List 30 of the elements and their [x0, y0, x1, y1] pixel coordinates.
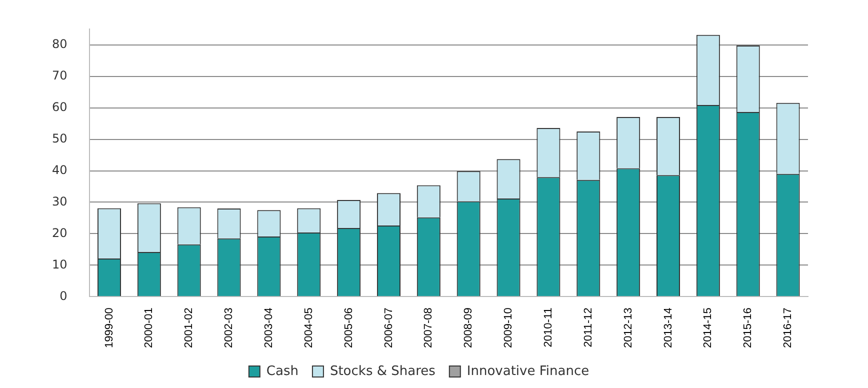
legend-label: Innovative Finance: [466, 364, 590, 379]
y-tick-label: 80: [52, 37, 68, 52]
legend-label: Stocks & Shares: [330, 364, 436, 379]
y-tick-label: 30: [52, 194, 68, 208]
y-tick-label: 60: [52, 100, 68, 114]
x-tick-label: 2016-17: [782, 308, 794, 348]
y-tick-label: 20: [52, 226, 68, 240]
x-tick-label: 2014-15: [702, 308, 714, 348]
y-tick-label: 50: [52, 131, 68, 146]
x-tick-label: 2010-11: [542, 308, 554, 348]
y-tick-label: 10: [52, 257, 68, 272]
x-tick-label: 2001-02: [183, 308, 196, 348]
y-tick-label: 70: [52, 68, 68, 83]
x-tick-label: 2002-03: [223, 308, 236, 348]
x-tick-label: 2007-08: [422, 308, 435, 348]
x-tick-label: 1999-00: [103, 308, 116, 348]
x-tick-label: 2003-04: [262, 308, 275, 348]
x-tick-label: 2005-06: [342, 308, 355, 348]
x-tick-label: 2011-12: [582, 308, 594, 348]
legend-label: Cash: [266, 364, 298, 379]
x-tick-label: 2009-10: [502, 308, 515, 348]
x-tick-label: 2008-09: [462, 308, 475, 348]
x-tick-label: 2006-07: [382, 308, 395, 348]
y-tick-label: 40: [52, 162, 68, 177]
x-tick-label: 2013-14: [662, 308, 674, 348]
x-tick-label: 2000-01: [143, 308, 156, 348]
y-tick-label: 0: [60, 288, 68, 303]
x-tick-label: 2015-16: [742, 308, 754, 348]
x-tick-label: 2012-13: [622, 308, 634, 348]
x-tick-label: 2004-05: [302, 308, 315, 348]
